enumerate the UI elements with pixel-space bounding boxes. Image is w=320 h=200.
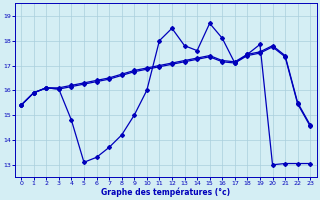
X-axis label: Graphe des températures (°c): Graphe des températures (°c) <box>101 187 230 197</box>
